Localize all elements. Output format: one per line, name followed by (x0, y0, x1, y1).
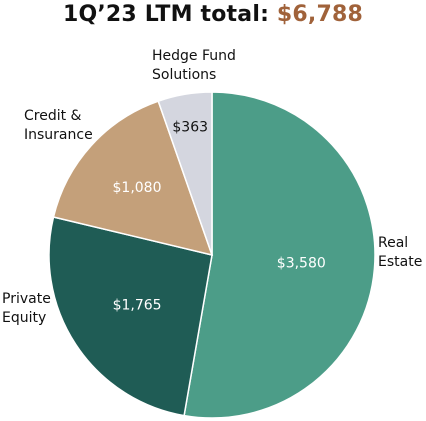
value-label-hedge-fund-solutions: $363 (172, 119, 208, 135)
value-label-credit-insurance: $1,080 (113, 180, 162, 196)
category-label-private-equity: Private Equity (2, 291, 51, 326)
pie-slice-credit-insurance (52, 100, 214, 257)
chart-title-prefix: 1Q’23 LTM total: (62, 2, 277, 27)
value-label-real-estate: $3,580 (277, 256, 326, 272)
category-label-real-estate: Real Estate (378, 235, 422, 270)
chart-title: 1Q’23 LTM total: $6,788 (0, 2, 426, 27)
pie-category-labels: Real Estate Private Equity Credit & Insurance… (2, 48, 422, 326)
category-label-credit-insurance: Credit & Insurance (24, 108, 93, 143)
pie-value-labels: $3,580 $1,765 $1,080 $363 (113, 119, 326, 313)
category-label-hedge-fund-solutions: Hedge Fund Solutions (152, 48, 236, 83)
pie-slices (48, 91, 376, 419)
pie-slice-private-equity (48, 216, 213, 417)
value-label-private-equity: $1,765 (113, 297, 162, 313)
pie-slice-hedge-fund-solutions (157, 91, 213, 256)
pie-slice-real-estate (183, 91, 376, 419)
chart-title-total: $6,788 (276, 2, 364, 27)
